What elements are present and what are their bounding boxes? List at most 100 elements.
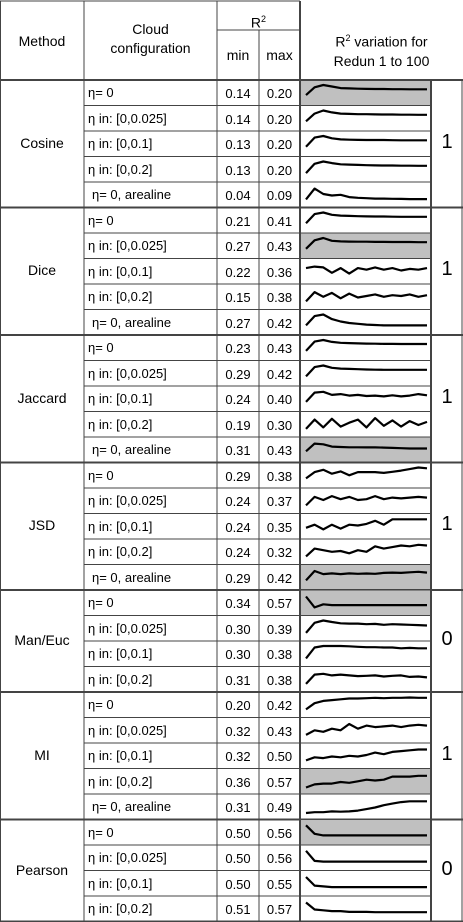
r2-min-cell: 0.24 [225, 545, 251, 560]
header-cloud-line2: configuration [110, 39, 191, 56]
r2-min-cell: 0.20 [225, 698, 251, 713]
r2-max-cell: 0.49 [266, 800, 293, 815]
r2-sparkline [305, 901, 427, 914]
header-cloud-configuration: Cloud configuration [84, 20, 217, 58]
header-method: Method [0, 32, 84, 51]
r2-max-cell: 0.20 [266, 162, 293, 178]
r2-max-cell: 0.38 [266, 647, 293, 662]
r2-max-cell: 0.42 [266, 315, 293, 331]
sparkline-highlight [300, 590, 431, 615]
r2-max-cell: 0.42 [266, 366, 293, 382]
r2-min-cell: 0.32 [225, 749, 251, 764]
cloud-config-cell: η= 0 [88, 85, 114, 100]
r2-max-cell: 0.55 [266, 876, 293, 892]
r2-min-cell: 0.50 [225, 825, 251, 841]
cloud-config-cell: η in: [0,0.025] [88, 493, 167, 508]
r2-min-cell: 0.13 [225, 137, 251, 152]
cloud-config-cell: η= 0 [88, 824, 114, 840]
r2-sparkline [305, 364, 427, 378]
r2-min-cell: 0.04 [225, 188, 251, 203]
r2-min-cell: 0.19 [225, 417, 251, 433]
method-label: MI [34, 746, 50, 763]
header-variation: R2 variation for Redun 1 to 100 [300, 32, 463, 70]
header-r2-sup: 2 [261, 14, 267, 24]
cloud-config-cell: η in: [0,0.2] [88, 671, 153, 687]
header-variation-text: variation for [350, 33, 428, 50]
cloud-config-cell: η in: [0,0.025] [88, 722, 167, 738]
r2-sparkline [305, 160, 427, 174]
r2-max-cell: 0.42 [266, 570, 293, 586]
method-label: Man/Euc [14, 632, 70, 648]
significance-flag: 1 [441, 258, 453, 281]
r2-max-cell: 0.56 [266, 851, 293, 866]
r2-min-cell: 0.13 [225, 162, 251, 178]
r2-max-cell: 0.20 [266, 137, 293, 152]
cloud-config-cell: η in: [0,0.2] [88, 416, 153, 432]
r2-min-cell: 0.24 [225, 494, 251, 509]
cloud-config-cell: η in: [0,0.1] [88, 518, 153, 534]
r2-min-cell: 0.32 [225, 723, 251, 739]
cloud-config-cell: η= 0 [88, 697, 114, 712]
r2-max-cell: 0.39 [266, 621, 293, 637]
r2-sparkline [305, 876, 427, 889]
r2-max-cell: 0.32 [266, 545, 293, 560]
r2-min-cell: 0.14 [225, 111, 251, 127]
cloud-config-cell: η in: [0,0.025] [88, 365, 167, 381]
r2-min-cell: 0.29 [225, 570, 251, 586]
r2-max-cell: 0.57 [266, 902, 293, 917]
significance-flag: 1 [441, 385, 453, 408]
cloud-config-cell: η in: [0,0.025] [88, 110, 167, 126]
header-max: max [259, 46, 300, 65]
r2-max-cell: 0.38 [266, 290, 293, 305]
r2-sparkline [305, 187, 427, 201]
r2-sparkline [305, 109, 427, 123]
significance-flag: 0 [441, 857, 453, 880]
r2-sparkline [305, 134, 427, 148]
sparkline-highlight [300, 820, 431, 845]
r2-sparkline [305, 569, 428, 582]
header-variation-sup: 2 [345, 33, 351, 43]
r2-sparkline [305, 850, 427, 863]
r2-min-cell: 0.31 [225, 443, 251, 458]
r2-max-cell: 0.38 [266, 468, 293, 484]
cloud-config-cell: η in: [0,0.025] [88, 850, 167, 865]
r2-sparkline [305, 211, 427, 225]
cloud-config-cell: η in: [0,0.2] [88, 289, 153, 304]
cloud-config-cell: η in: [0,0.025] [88, 620, 167, 636]
r2-sparkline [305, 417, 428, 430]
significance-flag: 1 [441, 513, 453, 536]
r2-sparkline [305, 672, 428, 685]
r2-max-cell: 0.40 [266, 392, 293, 407]
cloud-config-cell: η= 0 [88, 212, 114, 228]
cloud-config-cell: η in: [0,0.1] [88, 875, 153, 891]
sparkline-highlight [300, 437, 431, 462]
cloud-config-cell: η= 0 [88, 595, 114, 610]
r2-max-cell: 0.37 [266, 494, 293, 509]
r2-sparkline [305, 338, 427, 352]
r2-sparkline [305, 644, 427, 660]
r2-sparkline [305, 442, 427, 453]
cloud-config-cell: η in: [0,0.2] [88, 544, 153, 559]
r2-min-cell: 0.15 [225, 290, 251, 305]
r2-max-cell: 0.35 [266, 519, 293, 535]
r2-min-cell: 0.51 [225, 902, 251, 917]
r2-sparkline [305, 265, 428, 275]
method-label: Pearson [15, 861, 69, 878]
cloud-config-cell: η in: [0,0.1] [88, 136, 153, 151]
cloud-config-cell: η in: [0,0.1] [88, 263, 153, 279]
cloud-config-cell: η in: [0,0.025] [88, 238, 167, 253]
cloud-config-cell: η in: [0,0.1] [88, 646, 153, 661]
cloud-config-cell: η= 0, arealine [92, 314, 172, 330]
r2-sparkline [305, 800, 427, 815]
sparkline-highlight [300, 80, 431, 105]
header-method-label: Method [18, 33, 66, 49]
header-r2-label: R [250, 14, 262, 31]
r2-sparkline [305, 619, 428, 634]
r2-max-cell: 0.09 [266, 188, 293, 203]
r2-sparkline [305, 722, 428, 736]
header-min: min [217, 46, 259, 65]
cloud-config-cell: η= 0, arealine [92, 569, 172, 585]
header-variation-line2: Redun 1 to 100 [333, 52, 430, 69]
r2-sparkline [305, 495, 428, 507]
